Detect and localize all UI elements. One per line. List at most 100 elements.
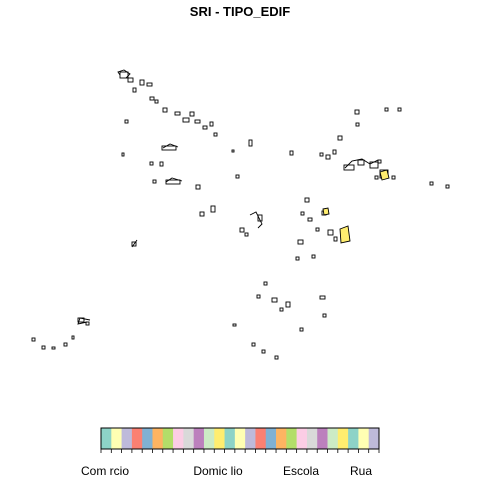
legend-swatch	[317, 428, 328, 449]
legend-swatch	[142, 428, 153, 449]
building-outline	[332, 149, 337, 155]
building-outline	[149, 161, 154, 166]
building-outline	[311, 254, 316, 259]
legend-border	[100, 427, 380, 450]
legend-swatch	[255, 428, 267, 449]
legend-label: Com rcio	[81, 464, 129, 478]
legend-swatch	[121, 428, 133, 449]
building-outline	[299, 327, 304, 332]
building-outline	[297, 239, 304, 245]
legend-swatch	[348, 428, 359, 449]
legend-swatch	[224, 428, 236, 449]
building-outline	[139, 79, 145, 86]
building-outline	[355, 122, 360, 127]
building-outline	[289, 150, 294, 156]
building-outline	[285, 301, 291, 308]
legend-swatch	[265, 428, 277, 449]
building-outline	[248, 139, 253, 147]
legend-label: Escola	[283, 464, 319, 478]
legend-swatch	[337, 428, 349, 449]
building-outline	[202, 125, 208, 130]
building-outline	[307, 217, 313, 222]
building-filled	[379, 169, 390, 181]
building-outline	[149, 96, 155, 101]
building-outline	[304, 197, 310, 203]
building-outline-path	[131, 239, 138, 248]
legend-swatch	[234, 428, 246, 449]
building-outline	[235, 174, 240, 179]
building-outline	[256, 294, 261, 299]
legend-swatch	[101, 428, 112, 449]
building-outline	[195, 184, 201, 190]
building-outline	[199, 211, 205, 217]
legend-swatch	[214, 428, 225, 449]
legend-swatch	[358, 428, 370, 449]
legend-swatch	[368, 428, 380, 449]
building-filled	[322, 207, 330, 216]
building-outline	[31, 337, 36, 342]
legend-swatch	[173, 428, 184, 449]
building-outline	[121, 152, 125, 157]
building-outline	[85, 321, 90, 326]
building-outline	[51, 346, 56, 350]
building-outline	[319, 295, 326, 300]
legend-swatch	[111, 428, 122, 449]
building-outline	[333, 236, 338, 242]
building-outline	[131, 241, 137, 247]
building-outline	[377, 159, 382, 164]
building-outline	[325, 154, 331, 160]
building-outline	[327, 229, 334, 236]
building-outline	[315, 227, 320, 232]
legend-swatch	[296, 428, 308, 449]
building-outline	[154, 99, 159, 104]
building-outline	[232, 323, 237, 327]
building-outline-path	[162, 143, 179, 149]
building-outline	[194, 119, 201, 124]
building-outline	[41, 345, 46, 350]
legend-swatch	[327, 428, 339, 449]
legend-swatch	[131, 428, 143, 449]
building-outline	[445, 184, 450, 189]
building-outline	[209, 121, 214, 127]
building-outline	[162, 107, 168, 113]
legend-swatch	[152, 428, 164, 449]
building-outline-path	[165, 177, 183, 183]
building-outline	[244, 232, 249, 237]
legend-label: Domic lio	[193, 464, 243, 478]
map-title: SRI - TIPO_EDIF	[189, 4, 291, 19]
color-legend: Com rcio Domic lio Escola Rua	[81, 427, 380, 478]
building-outline	[71, 335, 75, 340]
building-outline-path	[77, 317, 91, 325]
building-outline	[322, 313, 327, 318]
legend-label: Rua	[350, 464, 372, 478]
building-filled	[339, 225, 351, 244]
building-outline	[271, 297, 278, 303]
building-outline	[213, 132, 218, 137]
legend-swatch	[276, 428, 287, 449]
building-outline	[384, 107, 389, 112]
building-outline	[161, 145, 177, 151]
legend-swatch	[306, 428, 318, 449]
building-outline	[231, 149, 235, 153]
building-outline	[174, 111, 181, 116]
building-outline	[391, 175, 396, 180]
building-outline-path	[344, 158, 379, 169]
building-outline	[159, 161, 164, 167]
building-outline	[295, 256, 300, 261]
building-outline	[210, 205, 216, 213]
legend-swatch	[286, 428, 297, 449]
building-outline	[429, 181, 434, 186]
building-outline	[132, 87, 137, 93]
building-outline	[127, 77, 134, 83]
building-features	[31, 69, 450, 360]
building-outline	[182, 117, 190, 123]
building-outline	[189, 111, 195, 117]
building-outline	[337, 135, 343, 141]
legend-swatch	[245, 428, 256, 449]
building-outline	[354, 109, 360, 115]
building-outline	[319, 152, 324, 157]
building-outline	[263, 281, 268, 286]
legend-swatch	[183, 428, 194, 449]
building-outline	[261, 349, 266, 354]
